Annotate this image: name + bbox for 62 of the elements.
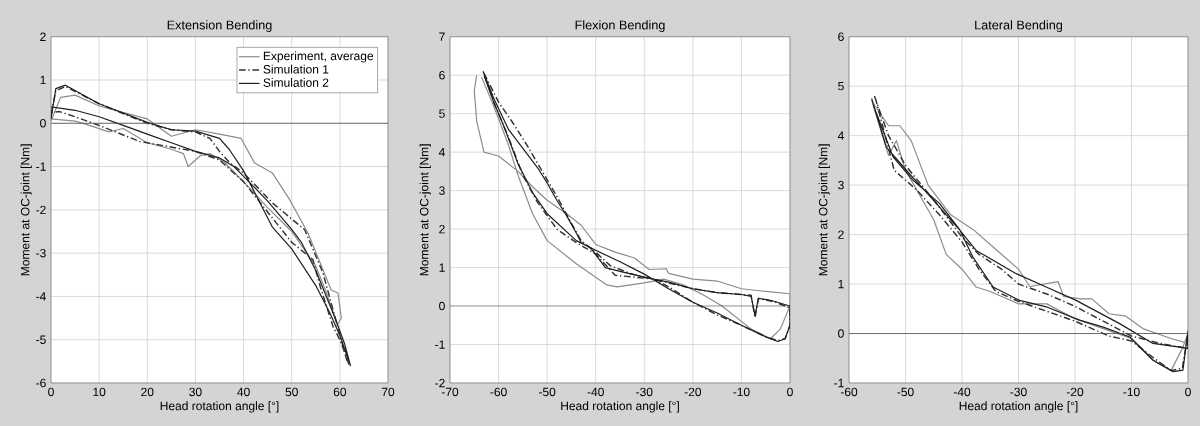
y-tick-label: 0 [40,119,46,128]
y-tick-label: 1 [439,263,445,272]
y-tick-label: 4 [837,131,844,140]
y-tick-label: -3 [36,248,46,258]
y-tick-label: 1 [838,279,844,289]
x-tick-label: -40 [953,387,971,397]
x-axis-title: Head rotation angle [°] [160,401,279,413]
y-tick-label: -1 [834,378,844,388]
y-tick-label: -6 [36,378,46,388]
y-tick-label: 5 [439,109,445,118]
x-tick-label: -50 [539,387,556,397]
y-tick-label: 6 [838,32,844,41]
y-tick-label: -1 [36,162,46,171]
y-axis-title: Moment at OC-joint [Nm] [419,144,431,276]
x-axis-title: Head rotation angle [°] [959,401,1078,413]
x-tick-label: -10 [733,387,750,397]
chart-title: Flexion Bending [575,20,665,33]
y-tick-label: 3 [439,186,445,195]
x-tick-label: -70 [441,387,459,397]
x-axis-title: Head rotation angle [°] [561,401,679,413]
x-tick-label: -40 [587,387,604,397]
chart-title: Lateral Bending [975,20,1063,32]
x-tick-label: 20 [141,387,154,397]
y-tick-label: 0 [439,301,445,311]
x-tick-label: -20 [684,387,702,397]
y-tick-label: 2 [40,32,46,41]
x-tick-label: 60 [333,387,347,397]
legend-label: Experiment, average [263,51,374,63]
x-tick-label: -60 [840,387,858,397]
x-tick-label: 40 [237,387,250,397]
x-tick-label: 70 [381,387,395,397]
y-tick-label: 2 [838,230,844,239]
y-tick-label: 1 [40,75,46,85]
y-axis-title: Moment at OC-joint [Nm] [818,144,830,276]
legend-label: Simulation 2 [263,78,329,87]
y-tick-label: -4 [36,292,46,301]
y-tick-label: -2 [36,205,46,215]
x-tick-label: -60 [490,387,507,397]
y-tick-label: -2 [435,378,445,388]
x-tick-label: -10 [1123,387,1140,397]
y-tick-label: 7 [439,32,445,41]
y-tick-label: 4 [438,148,445,157]
x-tick-label: 0 [787,387,793,397]
y-tick-label: 2 [439,224,445,234]
y-tick-label: -5 [36,335,46,344]
x-tick-label: -20 [1066,387,1084,397]
y-tick-label: 3 [838,180,844,190]
legend-label: Simulation 1 [263,64,329,74]
x-tick-label: 50 [285,387,298,397]
x-tick-label: -30 [636,387,653,397]
y-axis-title: Moment at OC-joint [Nm] [20,144,32,276]
y-tick-label: 5 [838,81,844,91]
chart-title: Extension Bending [167,20,272,32]
x-tick-label: 30 [189,387,202,397]
x-tick-label: -50 [897,387,914,397]
y-tick-label: -1 [435,340,445,349]
y-tick-label: 6 [439,70,445,80]
x-tick-label: -30 [1010,387,1027,397]
x-tick-label: 0 [1185,387,1191,397]
y-tick-label: 0 [838,329,844,338]
x-tick-label: 0 [48,387,54,397]
x-tick-label: 10 [93,387,106,397]
